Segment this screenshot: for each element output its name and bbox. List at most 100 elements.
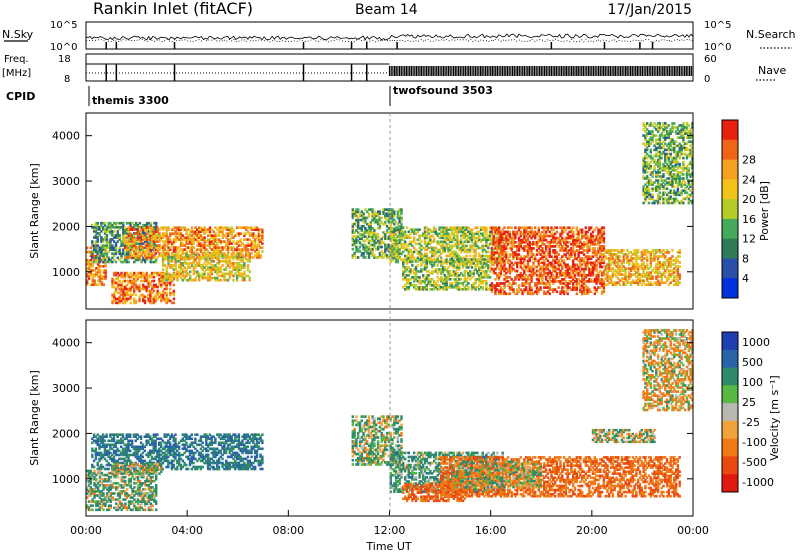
data-cell — [510, 245, 513, 248]
data-cell — [478, 270, 481, 273]
data-cell — [450, 258, 454, 261]
data-cell — [499, 247, 503, 250]
data-cell — [404, 276, 407, 279]
data-cell — [155, 221, 158, 225]
data-cell — [138, 287, 141, 291]
data-cell — [185, 256, 188, 259]
data-cell — [499, 282, 503, 285]
data-cell — [389, 228, 392, 231]
data-cell — [163, 299, 167, 303]
data-cell — [89, 265, 93, 268]
data-cell — [185, 242, 188, 245]
data-cell — [226, 242, 230, 245]
data-cell — [411, 240, 414, 244]
data-cell — [516, 253, 519, 256]
data-cell — [514, 292, 517, 296]
data-cell — [396, 228, 400, 231]
data-cell — [456, 230, 459, 234]
data-cell — [98, 248, 101, 251]
data-cell — [416, 286, 419, 289]
data-cell — [405, 262, 409, 265]
data-cell — [454, 270, 457, 273]
data-cell — [441, 262, 445, 265]
data-cell — [254, 228, 257, 231]
data-cell — [140, 248, 143, 251]
data-cell — [257, 254, 260, 257]
data-cell — [104, 265, 107, 268]
data-cell — [525, 255, 528, 258]
noise-left-tick-top: 10^5 — [50, 20, 77, 31]
data-cell — [142, 258, 145, 262]
data-cell — [140, 238, 143, 241]
cpid-mode-1: themis 3300 — [92, 94, 169, 107]
data-cell — [216, 234, 219, 237]
data-cell — [97, 283, 100, 286]
data-cell — [387, 212, 391, 216]
data-cell — [429, 258, 432, 261]
data-cell — [423, 252, 427, 256]
data-cell — [391, 212, 394, 216]
data-cell — [149, 273, 152, 277]
data-cell — [102, 283, 105, 286]
data-cell — [396, 210, 400, 214]
data-cell — [441, 288, 445, 291]
data-cell — [440, 246, 443, 250]
data-cell — [355, 210, 358, 214]
data-cell — [245, 226, 248, 229]
data-cell — [508, 269, 512, 273]
data-cell — [463, 240, 466, 244]
data-cell — [187, 264, 190, 267]
data-cell — [503, 267, 506, 271]
data-cell — [252, 228, 255, 231]
data-cell — [384, 235, 387, 238]
data-cell — [113, 281, 116, 285]
data-cell — [492, 236, 495, 240]
data-cell — [167, 257, 170, 261]
data-cell — [89, 271, 93, 274]
data-cell — [187, 262, 190, 265]
data-cell — [111, 230, 114, 233]
data-cell — [449, 270, 452, 273]
data-cell — [230, 228, 233, 231]
data-cell — [423, 236, 427, 240]
data-cell — [429, 256, 432, 260]
data-cell — [138, 256, 141, 259]
data-cell — [234, 268, 237, 271]
data-cell — [463, 264, 466, 267]
data-cell — [371, 235, 374, 238]
data-cell — [149, 240, 152, 243]
data-cell — [221, 234, 224, 237]
data-cell — [371, 237, 374, 241]
data-cell — [440, 286, 443, 289]
data-cell — [472, 244, 475, 248]
data-cell — [151, 232, 154, 235]
data-cell — [492, 271, 495, 275]
data-cell — [120, 273, 123, 277]
data-cell — [147, 279, 150, 283]
data-cell — [228, 262, 232, 265]
data-cell — [235, 253, 239, 257]
data-cell — [129, 250, 132, 254]
data-cell — [452, 264, 456, 267]
data-cell — [113, 291, 116, 295]
data-cell — [120, 240, 123, 243]
data-cell — [450, 230, 454, 234]
data-cell — [425, 256, 428, 260]
data-cell — [217, 257, 221, 261]
data-cell — [107, 230, 110, 233]
data-cell — [393, 244, 396, 248]
data-cell — [393, 214, 396, 218]
data-cell — [100, 283, 104, 286]
data-cell — [378, 210, 382, 214]
data-cell — [147, 236, 150, 239]
data-cell — [259, 256, 262, 259]
data-cell — [203, 255, 206, 259]
data-cell — [362, 212, 365, 216]
data-cell — [145, 275, 148, 279]
data-cell — [458, 262, 461, 265]
data-cell — [189, 242, 192, 245]
data-cell — [404, 248, 407, 252]
data-cell — [161, 278, 165, 282]
data-cell — [86, 283, 89, 286]
data-cell — [407, 288, 410, 291]
